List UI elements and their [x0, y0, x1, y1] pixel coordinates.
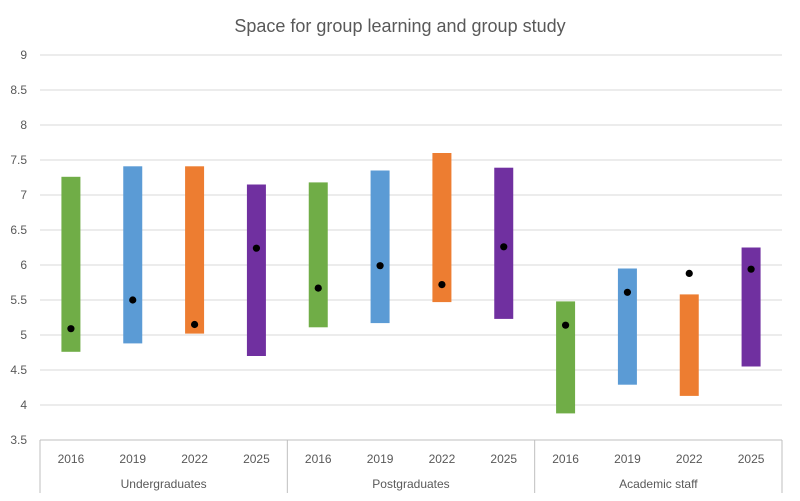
range-bar-academic-staff-2022 [679, 294, 699, 396]
x-group-label: Academic staff [619, 477, 698, 491]
y-axis-tick-labels: 3.5 4 4.5 5 5.5 6 6.5 7 7.5 8 8.5 9 [10, 48, 27, 447]
range-bar-postgraduates-2016 [308, 182, 328, 328]
point-marker [685, 269, 693, 277]
x-year-label: 2019 [614, 452, 641, 466]
y-tick-label: 7 [20, 188, 27, 202]
x-year-label: 2022 [181, 452, 208, 466]
x-group-label: Postgraduates [372, 477, 449, 491]
x-year-label: 2025 [243, 452, 270, 466]
y-tick-label: 3.5 [10, 433, 27, 447]
range-bar-undergraduates-2019 [123, 166, 143, 344]
range-bar-undergraduates-2016 [61, 176, 81, 352]
range-bar-undergraduates-2025 [246, 184, 266, 356]
y-tick-label: 9 [20, 48, 27, 62]
x-year-label: 2016 [58, 452, 85, 466]
y-tick-label: 4 [20, 398, 27, 412]
y-tick-label: 5.5 [10, 293, 27, 307]
chart-title: Space for group learning and group study [234, 16, 565, 36]
point-marker [190, 320, 199, 329]
range-bar-academic-staff-2025 [741, 247, 761, 367]
point-marker [561, 321, 570, 329]
x-year-label: 2022 [676, 452, 703, 466]
range-bar-postgraduates-2022 [432, 153, 452, 303]
y-tick-label: 6 [20, 258, 27, 272]
point-marker [376, 262, 384, 270]
point-markers [67, 243, 755, 333]
gridlines [40, 54, 782, 441]
range-bar-academic-staff-2016 [556, 301, 576, 414]
y-tick-label: 6.5 [10, 223, 27, 237]
point-marker [314, 284, 322, 292]
x-year-label: 2016 [305, 452, 332, 466]
range-bar-academic-staff-2019 [617, 268, 637, 385]
point-marker [747, 265, 755, 273]
point-marker [67, 325, 75, 333]
x-axis: 2016 2019 2022 2025 Undergraduates 2016 2019 20… [39, 439, 783, 493]
y-tick-label: 8 [20, 118, 27, 132]
x-year-label: 2016 [552, 452, 579, 466]
x-year-label: 2019 [119, 452, 146, 466]
x-year-label: 2022 [429, 452, 456, 466]
range-bar-postgraduates-2019 [370, 170, 390, 324]
x-year-label: 2019 [367, 452, 394, 466]
point-marker [500, 243, 508, 251]
point-marker [623, 288, 632, 296]
point-marker [129, 296, 137, 304]
y-tick-label: 8.5 [10, 83, 27, 97]
x-group-label: Undergraduates [121, 477, 207, 491]
y-tick-label: 4.5 [10, 363, 27, 377]
range-bars [61, 153, 761, 414]
point-marker [252, 244, 261, 252]
range-bar-undergraduates-2022 [185, 166, 205, 334]
x-year-label: 2025 [738, 452, 765, 466]
point-marker [438, 281, 446, 289]
x-year-label: 2025 [490, 452, 517, 466]
y-tick-label: 5 [20, 328, 27, 342]
y-tick-label: 7.5 [10, 153, 27, 167]
